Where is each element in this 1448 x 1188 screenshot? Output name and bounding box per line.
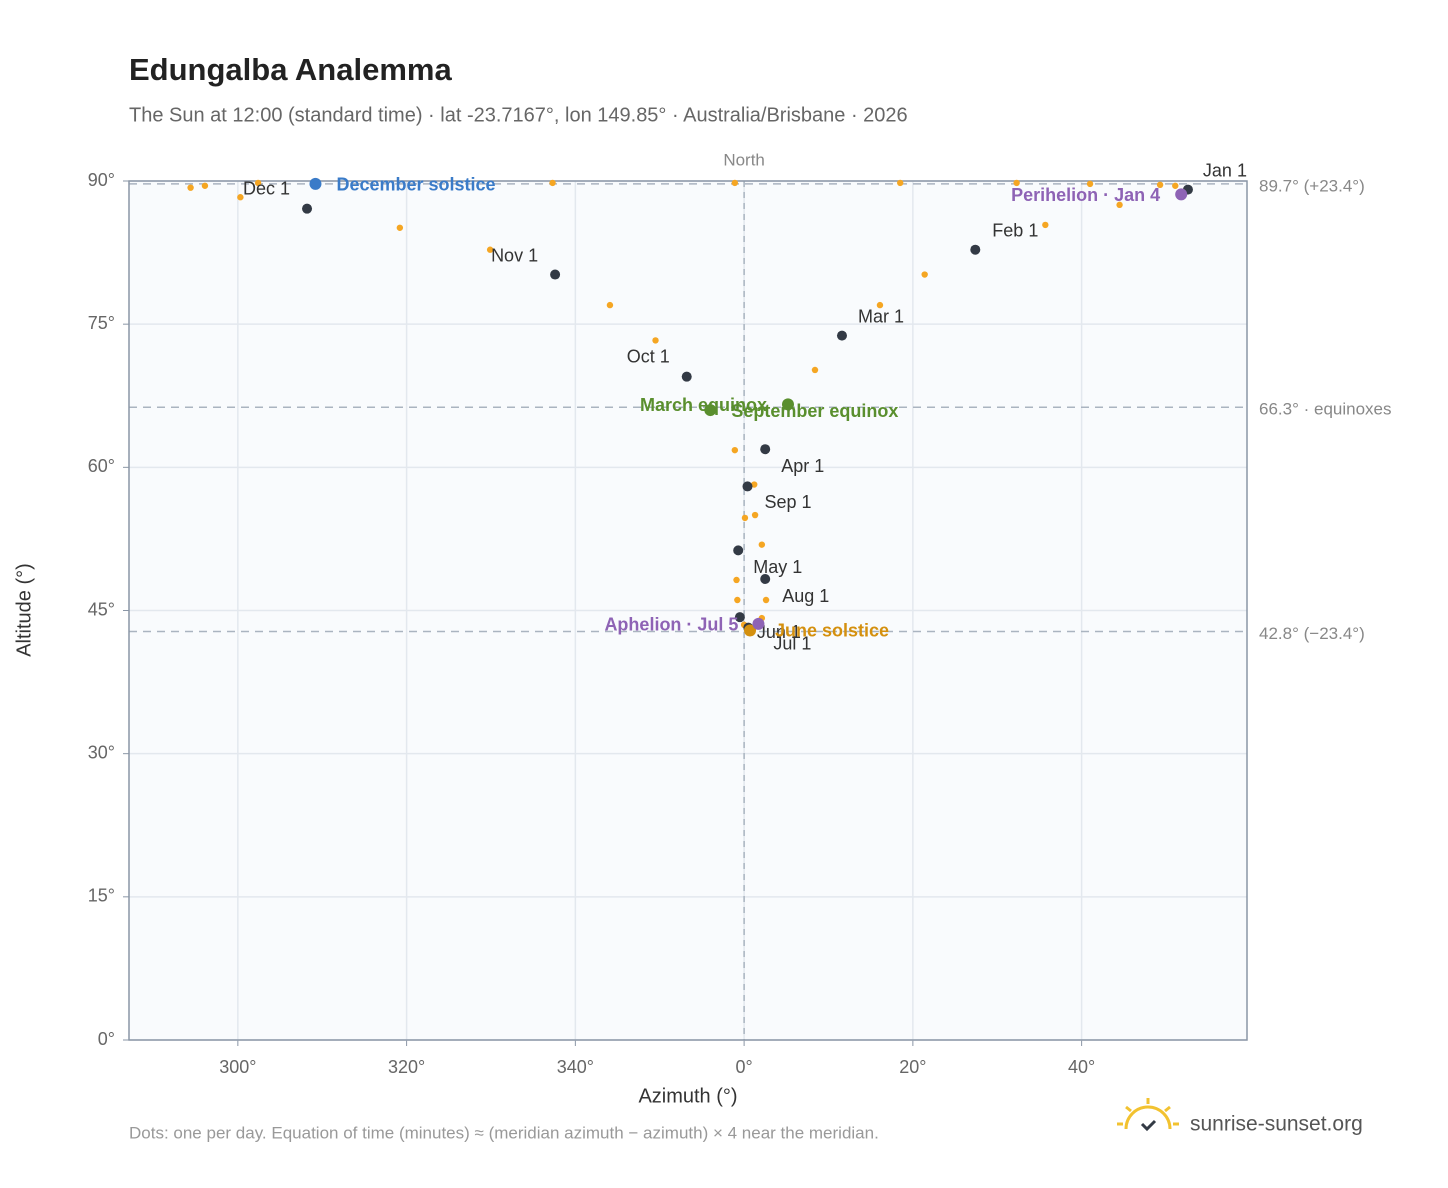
- y-tick-label: 0°: [98, 1029, 115, 1049]
- y-tick-label: 90°: [88, 170, 115, 190]
- day-dot: [1042, 221, 1049, 229]
- event-marker: [744, 624, 757, 637]
- month-label: Mar 1: [858, 306, 904, 326]
- day-dot: [606, 301, 614, 309]
- month-label: Jan 1: [1203, 160, 1247, 180]
- x-tick-label: 40°: [1068, 1057, 1095, 1077]
- logo-sun: [1124, 1105, 1172, 1130]
- brand: sunrise-sunset.org: [1190, 1113, 1363, 1136]
- event-marker: [704, 404, 717, 417]
- y-axis-label: Altitude (°): [13, 563, 35, 657]
- month-marker: [734, 612, 745, 623]
- event-label: September equinox: [731, 401, 898, 421]
- day-dot: [237, 194, 244, 201]
- month-marker: [681, 371, 692, 382]
- day-dot: [254, 179, 262, 187]
- day-dot: [549, 179, 556, 187]
- day-dot: [751, 511, 759, 519]
- x-axis-label: Azimuth (°): [638, 1085, 737, 1107]
- month-marker: [760, 574, 771, 585]
- reference-label: 42.8° (−23.4°): [1259, 624, 1365, 643]
- month-label: Dec 1: [243, 178, 290, 198]
- x-tick-label: 320°: [388, 1057, 425, 1077]
- event-label: December solstice: [336, 175, 495, 195]
- day-dot: [876, 301, 884, 309]
- day-dot: [1116, 201, 1123, 209]
- logo-rays: [1117, 1098, 1179, 1126]
- day-dot: [731, 179, 739, 187]
- plot-frame: [128, 180, 1248, 1041]
- month-marker: [970, 244, 981, 255]
- x-tick-label: 300°: [219, 1057, 256, 1077]
- day-dot: [733, 576, 740, 584]
- day-dot: [731, 446, 739, 454]
- y-tick-label: 45°: [88, 599, 115, 619]
- event-label: June solstice: [775, 620, 889, 640]
- day-dot: [734, 596, 741, 604]
- day-dot: [921, 271, 928, 278]
- day-dot: [1172, 182, 1179, 189]
- month-label: Oct 1: [627, 346, 670, 366]
- y-tick-label: 30°: [88, 742, 115, 762]
- x-tick-label: 0°: [736, 1057, 753, 1077]
- y-tick-label: 75°: [88, 313, 115, 333]
- month-label: Apr 1: [781, 456, 824, 476]
- day-dot: [652, 337, 659, 344]
- event-label: March equinox: [640, 395, 767, 415]
- reference-label: 89.7° (+23.4°): [1259, 176, 1365, 195]
- day-dot: [741, 514, 749, 522]
- month-marker: [760, 444, 771, 455]
- x-tick-label: 340°: [557, 1057, 594, 1077]
- day-dot: [201, 182, 209, 189]
- meridian-label: North: [723, 150, 765, 169]
- month-label: Sep 1: [764, 492, 811, 512]
- reference-label: 66.3° · equinoxes: [1259, 400, 1392, 419]
- event-marker: [1175, 188, 1188, 201]
- month-marker: [302, 203, 313, 214]
- day-dot: [187, 184, 194, 191]
- month-marker: [836, 330, 847, 341]
- y-tick-label: 15°: [88, 886, 115, 906]
- month-label: Aug 1: [782, 586, 829, 606]
- day-dot: [1013, 179, 1020, 187]
- event-label: Aphelion · Jul 5: [604, 615, 738, 635]
- day-dot: [811, 366, 819, 374]
- month-marker: [550, 269, 561, 280]
- logo-check: [1140, 1119, 1157, 1132]
- month-label: Nov 1: [491, 245, 538, 265]
- month-label: Feb 1: [992, 220, 1038, 240]
- footnote: Dots: one per day. Equation of time (min…: [129, 1123, 879, 1142]
- event-label: Perihelion · Jan 4: [1011, 185, 1160, 205]
- month-label: May 1: [753, 557, 802, 577]
- month-marker: [733, 545, 744, 556]
- day-dot: [396, 224, 404, 231]
- day-dot: [897, 179, 904, 187]
- day-dot: [1086, 180, 1094, 188]
- x-tick-label: 20°: [899, 1057, 926, 1077]
- chart-title: Edungalba Analemma: [129, 52, 452, 87]
- logo: [1117, 1098, 1179, 1132]
- chart-subtitle: The Sun at 12:00 (standard time) · lat -…: [129, 104, 908, 126]
- day-dot: [762, 596, 770, 604]
- event-marker: [309, 177, 322, 190]
- y-tick-label: 60°: [88, 456, 115, 476]
- event-marker: [781, 398, 794, 411]
- day-dot: [758, 541, 766, 548]
- month-label: Jun 1: [757, 622, 801, 642]
- day-dot: [486, 246, 494, 253]
- day-dot: [1156, 181, 1164, 189]
- day-dot: [751, 481, 758, 488]
- month-marker: [742, 481, 753, 492]
- month-label: Jul 1: [773, 633, 811, 653]
- event-marker: [752, 617, 765, 630]
